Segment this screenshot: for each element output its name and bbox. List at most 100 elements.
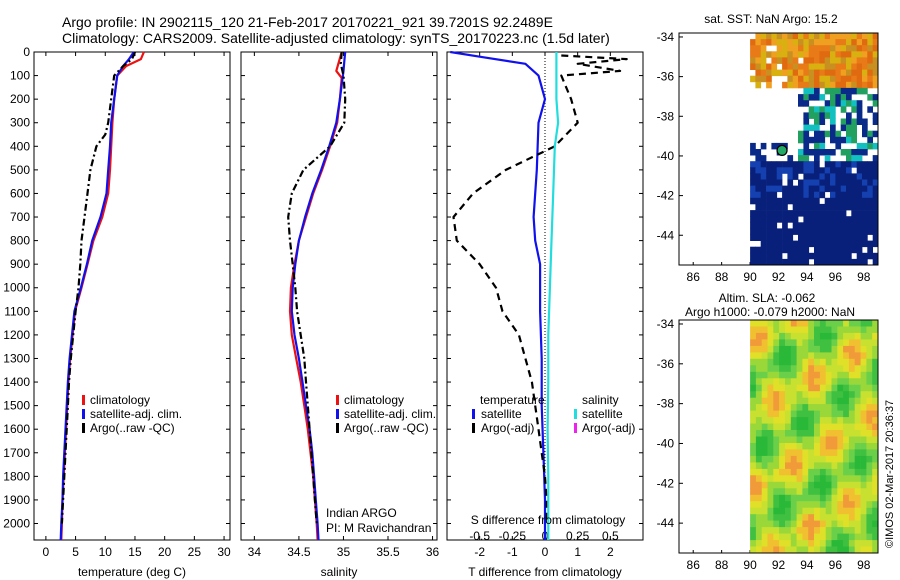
sla-cell xyxy=(843,410,850,418)
sst-cell xyxy=(856,69,863,77)
sst-cell xyxy=(792,69,799,77)
sla-cell xyxy=(761,455,768,463)
sla-cell xyxy=(814,494,821,502)
sla-cell xyxy=(819,430,827,437)
sst-cell xyxy=(750,246,756,254)
sst-map: 86 88 90 92 94 96 98-34-36-38-40-42-44 xyxy=(657,30,879,284)
sla-cell xyxy=(767,449,774,457)
sst-cell xyxy=(835,161,842,168)
temperature-x-tick-label: 0 xyxy=(43,545,50,559)
sla-cell xyxy=(831,365,838,373)
sla-cell xyxy=(796,339,803,347)
sla-cell xyxy=(814,533,821,541)
sst-cell xyxy=(872,228,879,235)
sst-cell xyxy=(766,63,772,70)
sst-cell xyxy=(787,179,794,186)
sst-cell xyxy=(830,161,836,168)
sla-cell xyxy=(819,514,827,522)
sst-cell xyxy=(808,69,815,77)
sla-cell xyxy=(761,320,768,327)
sst-cell xyxy=(856,51,863,58)
sla-cell xyxy=(808,397,815,405)
sst-cell xyxy=(835,33,842,40)
sla-cell xyxy=(854,475,861,483)
sla-cell xyxy=(808,520,815,528)
sla-cell xyxy=(761,430,768,437)
sla-cell xyxy=(773,514,780,522)
sla-cell xyxy=(860,462,867,470)
sst-cell xyxy=(830,75,836,83)
sst-cell xyxy=(792,210,799,217)
sst-cell xyxy=(803,142,810,150)
sst-cell xyxy=(835,39,842,46)
sla-cell xyxy=(790,527,797,534)
sst-cell xyxy=(787,228,794,235)
sla-cell xyxy=(837,391,844,399)
sla-cell xyxy=(814,417,821,424)
sla-cell xyxy=(831,443,838,450)
sla-cell xyxy=(796,430,803,437)
sst-cell xyxy=(803,197,810,205)
sla-cell xyxy=(808,488,815,496)
sst-cell xyxy=(851,69,857,77)
sst-cell xyxy=(771,258,778,266)
sst-cell xyxy=(835,179,842,186)
sst-cell xyxy=(814,161,820,168)
sst-cell xyxy=(766,69,772,77)
sla-cell xyxy=(866,430,873,437)
sla-cell xyxy=(843,455,850,463)
sla-cell xyxy=(819,358,827,366)
sst-cell xyxy=(760,258,767,266)
sst-cell xyxy=(819,252,826,260)
sla-cell xyxy=(785,430,792,437)
sst-cell xyxy=(851,228,857,235)
sla-cell xyxy=(790,540,797,547)
sst-cell xyxy=(830,136,836,144)
sla-cell xyxy=(779,501,786,509)
sst-cell xyxy=(830,197,836,205)
sst-cell xyxy=(771,210,778,217)
sla-cell xyxy=(848,423,856,431)
sst-cell xyxy=(808,252,815,260)
sst-cell xyxy=(771,57,778,64)
sla-cell xyxy=(761,371,768,379)
sst-cell xyxy=(824,252,831,260)
sla-cell xyxy=(785,514,792,522)
sla-cell xyxy=(848,481,856,489)
sst-cell xyxy=(760,240,767,248)
sla-cell xyxy=(854,527,861,534)
sla-cell xyxy=(796,371,803,379)
sst-cell xyxy=(846,45,852,52)
legend-label-sal-satellite: satellite xyxy=(582,407,623,421)
sla-cell xyxy=(848,430,856,437)
sst_map-x-tick-label: 94 xyxy=(800,270,814,284)
sst-cell xyxy=(819,210,826,217)
sla-cell xyxy=(796,494,803,502)
sst-cell xyxy=(830,240,836,248)
sla-cell xyxy=(831,533,838,541)
sst-cell xyxy=(846,185,852,193)
sla-cell xyxy=(767,501,774,509)
sla-cell xyxy=(848,391,856,399)
sst-cell xyxy=(792,222,799,229)
sla-cell xyxy=(802,475,809,483)
sla-cell xyxy=(837,533,844,541)
sst-cell xyxy=(792,197,799,205)
sla-cell xyxy=(773,384,780,392)
sla-cell xyxy=(837,546,844,554)
sla-cell xyxy=(843,345,850,353)
sla-cell xyxy=(785,488,792,496)
sla-cell xyxy=(860,481,867,489)
sla-cell xyxy=(825,462,832,470)
sla-cell xyxy=(785,520,792,528)
sst-cell xyxy=(771,63,778,70)
sla-cell xyxy=(860,514,867,522)
sla-cell xyxy=(808,494,815,502)
sla-cell xyxy=(854,320,861,327)
sst-cell xyxy=(798,136,804,144)
sst-cell xyxy=(856,142,863,150)
sla-cell xyxy=(755,488,763,496)
sla-cell xyxy=(767,371,774,379)
sla-cell xyxy=(796,397,803,405)
sla-cell xyxy=(831,410,838,418)
